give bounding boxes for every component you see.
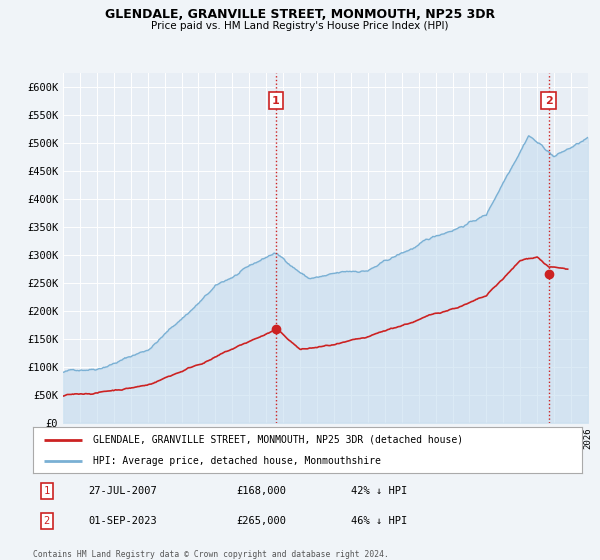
Text: HPI: Average price, detached house, Monmouthshire: HPI: Average price, detached house, Monm…	[94, 456, 381, 466]
Text: £265,000: £265,000	[236, 516, 286, 526]
Text: 27-JUL-2007: 27-JUL-2007	[88, 487, 157, 496]
Text: GLENDALE, GRANVILLE STREET, MONMOUTH, NP25 3DR (detached house): GLENDALE, GRANVILLE STREET, MONMOUTH, NP…	[94, 435, 464, 445]
Text: 42% ↓ HPI: 42% ↓ HPI	[352, 487, 407, 496]
Text: Price paid vs. HM Land Registry's House Price Index (HPI): Price paid vs. HM Land Registry's House …	[151, 21, 449, 31]
Text: 1: 1	[44, 487, 50, 496]
Text: Contains HM Land Registry data © Crown copyright and database right 2024.
This d: Contains HM Land Registry data © Crown c…	[33, 550, 389, 560]
Text: 01-SEP-2023: 01-SEP-2023	[88, 516, 157, 526]
Text: GLENDALE, GRANVILLE STREET, MONMOUTH, NP25 3DR: GLENDALE, GRANVILLE STREET, MONMOUTH, NP…	[105, 8, 495, 21]
Text: 2: 2	[545, 96, 553, 106]
Text: 2: 2	[44, 516, 50, 526]
Text: £168,000: £168,000	[236, 487, 286, 496]
Text: 1: 1	[272, 96, 280, 106]
Text: 46% ↓ HPI: 46% ↓ HPI	[352, 516, 407, 526]
